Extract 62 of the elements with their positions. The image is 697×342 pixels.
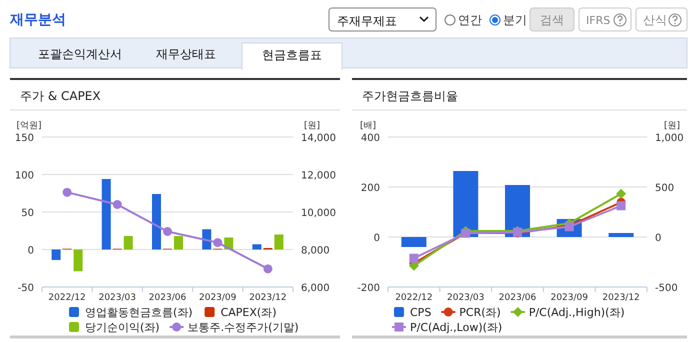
bar xyxy=(453,171,478,237)
y2-tick-label: 12,000 xyxy=(301,170,336,182)
bar xyxy=(152,194,161,250)
point xyxy=(62,188,72,197)
x-tick-label: 2023/09 xyxy=(199,293,237,303)
y2-tick-label: 1,000 xyxy=(655,133,684,144)
bar xyxy=(52,250,61,260)
chart-title: 주가현금흐름비율 xyxy=(362,89,458,103)
bar xyxy=(74,250,83,272)
point xyxy=(409,254,418,263)
point xyxy=(263,264,272,274)
y-tick-label: 100 xyxy=(14,170,34,182)
y-tick-label: 150 xyxy=(14,133,34,144)
y-tick-label: 200 xyxy=(360,183,380,194)
y2-tick-label: 8,000 xyxy=(301,246,330,256)
y2-tick-label: -500 xyxy=(655,283,678,294)
point xyxy=(112,200,122,209)
y-axis-title: [억원] xyxy=(16,121,42,131)
y-tick-label: -50 xyxy=(18,283,34,294)
y2-tick-label: 10,000 xyxy=(301,208,336,219)
legend-label: PCR(좌) xyxy=(459,306,501,319)
x-tick-label: 2023/12 xyxy=(249,293,287,303)
y-axis-title: [배] xyxy=(360,121,376,131)
legend-label: P/C(Adj.,Low)(좌) xyxy=(410,321,502,334)
x-tick-label: 2023/06 xyxy=(498,293,536,303)
y2-tick-label: 0 xyxy=(655,233,662,244)
point xyxy=(616,188,626,199)
bar xyxy=(124,236,133,250)
bar xyxy=(401,237,426,247)
bar xyxy=(252,244,262,250)
x-tick-label: 2022/12 xyxy=(48,293,86,303)
bar xyxy=(174,236,183,250)
y2-tick-label: 14,000 xyxy=(301,133,336,144)
point xyxy=(616,201,626,210)
y2-axis-title: [원] xyxy=(664,121,680,131)
bar xyxy=(102,179,111,250)
chart-title: 주가 & CAPEX xyxy=(20,89,101,103)
y-tick-label: 50 xyxy=(21,208,34,219)
y2-axis-title: [원] xyxy=(304,121,320,131)
y2-tick-label: 500 xyxy=(655,183,674,194)
y-tick-label: 0 xyxy=(374,233,380,244)
x-tick-label: 2023/12 xyxy=(602,293,640,303)
bar xyxy=(274,234,284,250)
legend-label: P/C(Adj.,High)(좌) xyxy=(528,306,625,319)
y-tick-label: 400 xyxy=(360,133,380,144)
legend-label: CPS xyxy=(410,306,432,319)
y-tick-label: -200 xyxy=(357,283,380,294)
x-tick-label: 2023/06 xyxy=(148,293,186,303)
x-tick-label: 2023/03 xyxy=(447,293,484,303)
x-tick-label: 2023/03 xyxy=(98,293,136,303)
point xyxy=(213,238,222,248)
page-header: 재무분석 주재무제표 연간 분기 검색 IFRS 산식 포괄손익계산서 재무상태표 현금흐름표 xyxy=(10,8,688,70)
x-tick-label: 2023/09 xyxy=(550,293,588,303)
legend-label: CAPEX(좌) xyxy=(220,306,277,319)
x-tick-label: 2022/12 xyxy=(395,293,433,303)
legend-label: 당기순이익(좌) xyxy=(85,321,160,334)
y-tick-label: 0 xyxy=(28,246,34,256)
legend-label: 영업활동현금흐름(좌) xyxy=(85,306,193,319)
bar xyxy=(608,233,634,237)
point xyxy=(163,227,172,236)
y2-tick-label: 6,000 xyxy=(301,283,330,294)
legend-label: 보통주.수정주가(기말) xyxy=(188,321,299,334)
